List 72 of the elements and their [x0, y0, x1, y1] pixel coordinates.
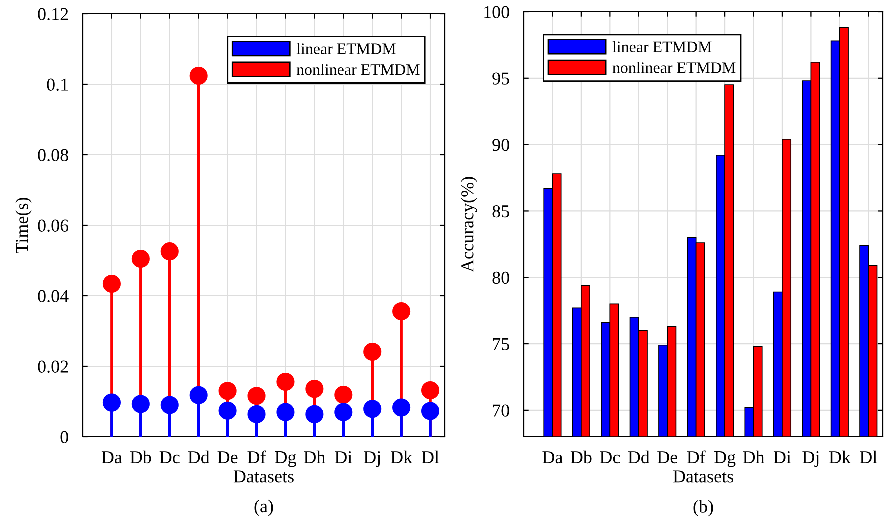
x-tick-label: Dg [275, 452, 296, 468]
y-tick-label: 100 [484, 6, 510, 18]
point [364, 343, 382, 362]
point [334, 403, 353, 422]
y-axis-title: Time(s) [16, 198, 32, 254]
x-tick-label: Dj [802, 451, 819, 468]
y-tick-label: 70 [493, 404, 510, 417]
legend-label: linear ETMDM [296, 43, 396, 54]
point [392, 398, 411, 417]
x-tick-label: Dd [188, 450, 210, 464]
x-tick-label: Dk [829, 450, 851, 464]
point [218, 402, 237, 420]
legend-label: nonlinear ETMDM [612, 62, 736, 74]
y-tick-label: 0.04 [38, 290, 69, 303]
text: (b) [694, 500, 714, 517]
point [190, 386, 208, 404]
y-tick-label: 0.06 [38, 220, 69, 232]
point [102, 394, 121, 412]
y-tick-label: 0.12 [38, 8, 68, 21]
point [421, 402, 440, 420]
x-tick-label: Dl [422, 450, 440, 464]
point [248, 387, 266, 406]
y-tick-label: 90 [492, 139, 510, 152]
point [160, 396, 179, 414]
y-tick-label: 80 [492, 272, 510, 284]
x-tick-label: Dc [600, 452, 620, 464]
y-tick-label: 95 [492, 72, 510, 85]
x-tick-label: Db [130, 450, 152, 464]
point [306, 380, 324, 398]
point [364, 400, 382, 418]
point [421, 381, 440, 400]
point [160, 242, 179, 261]
x-tick-label: De [658, 452, 678, 464]
legend-label: linear ETMDM [612, 41, 712, 53]
x-tick-label: Df [248, 450, 266, 464]
y-tick-label: 75 [493, 338, 510, 350]
x-axis-title: Datasets [234, 470, 294, 483]
point [306, 405, 324, 424]
x-tick-label: Dh [743, 450, 765, 464]
point [392, 302, 411, 321]
x-tick-label: Di [774, 451, 792, 464]
legend-label: nonlinear ETMDM [296, 64, 420, 76]
x-tick-label: Da [102, 452, 122, 464]
x-tick-label: Dd [628, 450, 650, 464]
point [276, 403, 295, 422]
x-tick-label: Dc [160, 452, 180, 464]
y-axis-title: Accuracy(%) [461, 177, 478, 272]
y-tick-label: 0 [60, 431, 68, 444]
x-tick-label: De [218, 452, 238, 464]
point [276, 372, 295, 392]
x-tick-label: Dg [714, 452, 736, 468]
point [102, 274, 121, 294]
x-tick-label: Dl [860, 450, 878, 464]
point [248, 405, 266, 424]
y-tick-label: 0.08 [38, 149, 68, 162]
y-tick-label: 0.1 [47, 78, 68, 92]
x-tick-label: Db [570, 450, 592, 464]
x-tick-label: Df [687, 450, 706, 464]
point [218, 382, 237, 400]
x-tick-label: Di [335, 451, 352, 464]
point [190, 67, 208, 86]
y-tick-label: 0.02 [38, 360, 68, 374]
x-tick-label: Dh [304, 450, 326, 464]
point [334, 386, 353, 404]
x-tick-label: Dk [391, 450, 413, 464]
x-axis-title: Datasets [673, 470, 734, 483]
text: (a) [254, 500, 274, 516]
point [132, 395, 150, 414]
point [132, 250, 150, 268]
x-tick-label: Da [542, 452, 563, 464]
x-tick-label: Dj [364, 451, 380, 468]
y-tick-label: 85 [492, 205, 510, 218]
